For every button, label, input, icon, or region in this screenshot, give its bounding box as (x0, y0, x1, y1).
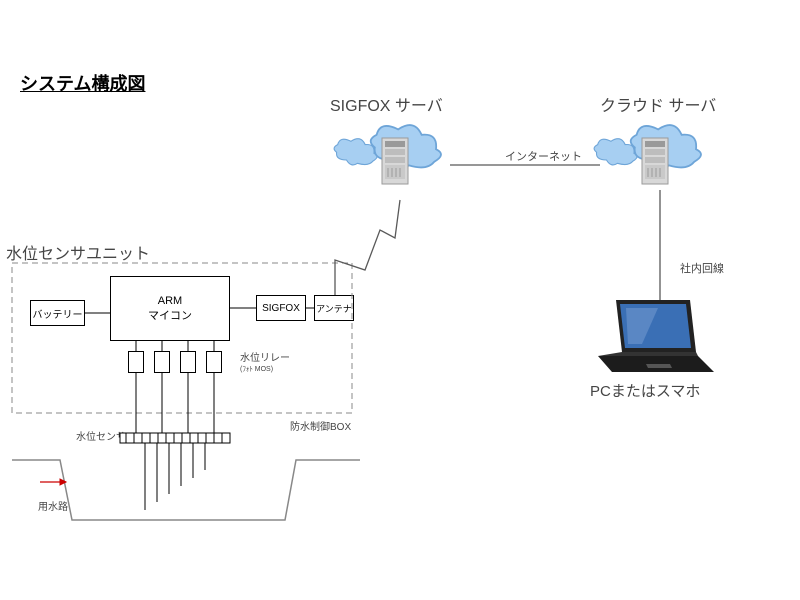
server-icon (642, 138, 668, 184)
battery-label: バッテリー (33, 306, 83, 321)
cloud-server-label: クラウド サーバ (600, 92, 716, 116)
relay-label: 水位リレー (ﾌｫﾄ MOS) (240, 354, 290, 374)
arm-mcu-box: ARM マイコン (110, 276, 230, 341)
antenna-box: アンテナ (314, 295, 354, 321)
relay-box (206, 351, 222, 373)
channel-label: 用水路 (38, 498, 68, 513)
water-level-sensor-label: 水位センサ (76, 428, 126, 443)
sigfox-server-label: SIGFOX サーバ (330, 92, 443, 116)
internet-label: インターネット (505, 148, 582, 164)
pc-or-smartphone-label: PCまたはスマホ (590, 380, 700, 401)
waterproof-box-label: 防水制御BOX (290, 418, 351, 433)
page-title: システム構成図 (20, 70, 145, 96)
intranet-label: 社内回線 (680, 260, 724, 276)
sigfox-cloud-icon (334, 125, 441, 184)
antenna-label: アンテナ (316, 302, 352, 315)
arm-mcu-label: ARM マイコン (148, 294, 192, 323)
laptop-icon (598, 300, 714, 372)
relay-box (128, 351, 144, 373)
sigfox-module-label: SIGFOX (262, 303, 300, 314)
sensor-unit-heading: 水位センサユニット (6, 240, 150, 264)
cloud-server-cloud-icon (594, 125, 701, 184)
sigfox-module-box: SIGFOX (256, 295, 306, 321)
relay-box (154, 351, 170, 373)
relay-box (180, 351, 196, 373)
server-icon (382, 138, 408, 184)
battery-box: バッテリー (30, 300, 85, 326)
